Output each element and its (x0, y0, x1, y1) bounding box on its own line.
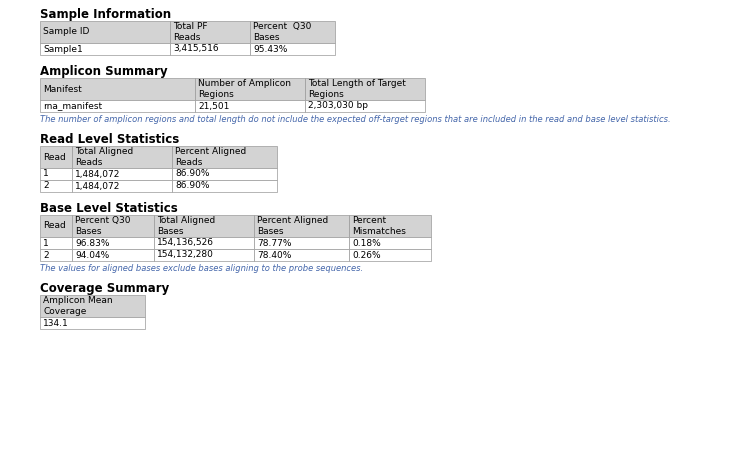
Text: 1,484,072: 1,484,072 (75, 170, 121, 179)
Text: Read Level Statistics: Read Level Statistics (40, 133, 180, 146)
Bar (40, 43, 170, 55)
Text: Manifest: Manifest (43, 85, 82, 94)
Text: 21,501: 21,501 (198, 102, 230, 111)
Text: 86.90%: 86.90% (175, 181, 210, 190)
Text: Total PF
Reads: Total PF Reads (173, 22, 208, 42)
Bar (154, 215, 254, 237)
Text: Sample ID: Sample ID (43, 28, 89, 37)
Text: Number of Amplicon
Regions: Number of Amplicon Regions (198, 79, 291, 99)
Bar (40, 168, 72, 180)
Bar (154, 237, 254, 249)
Text: Amplicon Mean
Coverage: Amplicon Mean Coverage (43, 296, 113, 316)
Bar (154, 249, 254, 261)
Bar (349, 215, 431, 237)
Text: 0.18%: 0.18% (352, 238, 381, 247)
Bar (254, 215, 349, 237)
Text: 94.04%: 94.04% (75, 250, 109, 259)
Text: Percent Aligned
Reads: Percent Aligned Reads (175, 147, 247, 167)
Text: Percent Aligned
Bases: Percent Aligned Bases (257, 216, 328, 236)
Text: 3,415,516: 3,415,516 (173, 45, 219, 54)
Text: The number of amplicon regions and total length do not include the expected off-: The number of amplicon regions and total… (40, 115, 670, 124)
Text: 78.40%: 78.40% (257, 250, 291, 259)
Text: 95.43%: 95.43% (253, 45, 287, 54)
Text: 2,303,030 bp: 2,303,030 bp (308, 102, 368, 111)
Bar (72, 168, 172, 180)
Text: Sample1: Sample1 (43, 45, 82, 54)
Bar (40, 249, 72, 261)
Bar (172, 168, 277, 180)
Bar (72, 146, 172, 168)
Text: Percent  Q30
Bases: Percent Q30 Bases (253, 22, 311, 42)
Bar (254, 237, 349, 249)
Text: Percent Q30
Bases: Percent Q30 Bases (75, 216, 130, 236)
Text: Total Aligned
Reads: Total Aligned Reads (75, 147, 133, 167)
Text: Coverage Summary: Coverage Summary (40, 282, 169, 295)
Bar (250, 21, 335, 43)
Bar (72, 249, 154, 261)
Text: 134.1: 134.1 (43, 319, 68, 327)
Bar (72, 215, 154, 237)
Text: 1,484,072: 1,484,072 (75, 181, 121, 190)
Bar (305, 78, 425, 100)
Text: The values for aligned bases exclude bases aligning to the probe sequences.: The values for aligned bases exclude bas… (40, 264, 363, 273)
Bar (40, 100, 195, 112)
Bar (72, 180, 172, 192)
Bar (170, 43, 250, 55)
Text: Amplicon Summary: Amplicon Summary (40, 65, 168, 78)
Bar (40, 237, 72, 249)
Bar (40, 317, 145, 329)
Text: rna_manifest: rna_manifest (43, 102, 102, 111)
Text: 78.77%: 78.77% (257, 238, 291, 247)
Text: 1: 1 (43, 170, 49, 179)
Text: 2: 2 (43, 250, 49, 259)
Text: Percent
Mismatches: Percent Mismatches (352, 216, 406, 236)
Bar (40, 78, 195, 100)
Bar (349, 249, 431, 261)
Bar (250, 43, 335, 55)
Text: 154,136,526: 154,136,526 (157, 238, 214, 247)
Text: 0.26%: 0.26% (352, 250, 381, 259)
Text: 154,132,280: 154,132,280 (157, 250, 214, 259)
Bar (40, 295, 145, 317)
Text: Sample Information: Sample Information (40, 8, 171, 21)
Text: Total Length of Target
Regions: Total Length of Target Regions (308, 79, 406, 99)
Text: Total Aligned
Bases: Total Aligned Bases (157, 216, 215, 236)
Bar (40, 146, 72, 168)
Text: Read: Read (43, 221, 66, 230)
Bar (40, 180, 72, 192)
Bar (349, 237, 431, 249)
Text: 1: 1 (43, 238, 49, 247)
Text: Read: Read (43, 152, 66, 162)
Bar (172, 146, 277, 168)
Bar (170, 21, 250, 43)
Text: 2: 2 (43, 181, 49, 190)
Bar (305, 100, 425, 112)
Text: Base Level Statistics: Base Level Statistics (40, 202, 178, 215)
Bar (72, 237, 154, 249)
Bar (40, 215, 72, 237)
Bar (195, 78, 305, 100)
Text: 96.83%: 96.83% (75, 238, 110, 247)
Bar (40, 21, 170, 43)
Bar (172, 180, 277, 192)
Text: 86.90%: 86.90% (175, 170, 210, 179)
Bar (254, 249, 349, 261)
Bar (195, 100, 305, 112)
